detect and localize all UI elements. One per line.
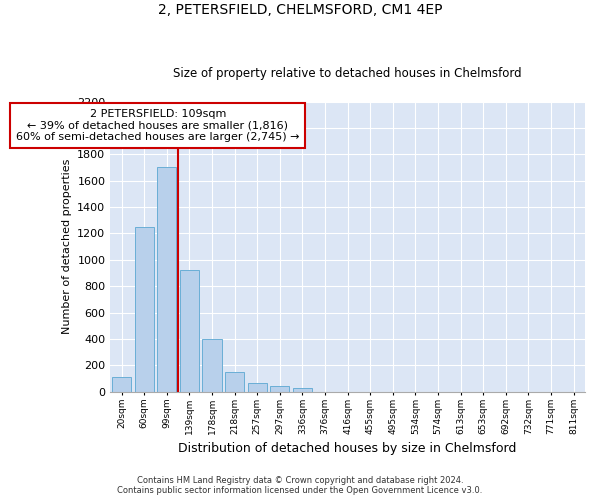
Y-axis label: Number of detached properties: Number of detached properties bbox=[62, 159, 71, 334]
Bar bbox=[225, 372, 244, 392]
Bar bbox=[270, 386, 289, 392]
Bar bbox=[112, 376, 131, 392]
Text: Contains HM Land Registry data © Crown copyright and database right 2024.
Contai: Contains HM Land Registry data © Crown c… bbox=[118, 476, 482, 495]
Bar bbox=[180, 270, 199, 392]
Bar bbox=[293, 388, 312, 392]
Bar bbox=[202, 339, 221, 392]
X-axis label: Distribution of detached houses by size in Chelmsford: Distribution of detached houses by size … bbox=[178, 442, 517, 455]
Bar bbox=[157, 168, 176, 392]
Bar bbox=[248, 383, 267, 392]
Title: Size of property relative to detached houses in Chelmsford: Size of property relative to detached ho… bbox=[173, 66, 522, 80]
Text: 2 PETERSFIELD: 109sqm
← 39% of detached houses are smaller (1,816)
60% of semi-d: 2 PETERSFIELD: 109sqm ← 39% of detached … bbox=[16, 109, 299, 142]
Text: 2, PETERSFIELD, CHELMSFORD, CM1 4EP: 2, PETERSFIELD, CHELMSFORD, CM1 4EP bbox=[158, 2, 442, 16]
Bar bbox=[134, 228, 154, 392]
